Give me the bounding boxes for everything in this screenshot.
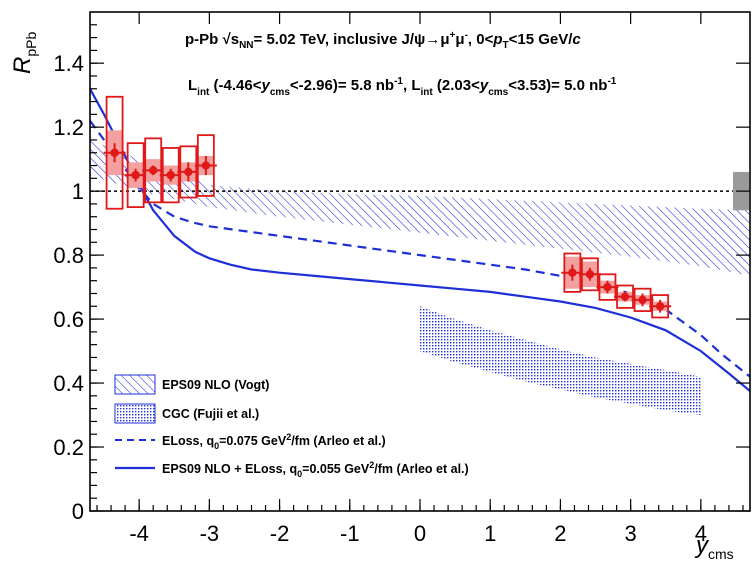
y-tick-label: 0.2 xyxy=(53,435,84,460)
curve-eps09-eloss xyxy=(90,88,750,392)
chart-header-line-1: p-Pb √sNN= 5.02 TeV, inclusive J/ψ→μ+μ-,… xyxy=(185,30,581,51)
data-point-marker xyxy=(638,295,647,305)
legend-swatch-dots xyxy=(114,403,156,424)
y-tick-label: 0.4 xyxy=(53,371,84,396)
y-tick-label: 0.6 xyxy=(53,307,84,332)
y-tick-label: 1.2 xyxy=(53,115,84,140)
legend-label: EPS09 NLO + ELoss, q0=0.055 GeV2/fm (Arl… xyxy=(162,460,469,479)
data-point-marker xyxy=(655,302,665,311)
y-axis-ticks: 0 0.2 0.4 0.6 0.8 1 1.2 1.4 xyxy=(53,24,750,524)
legend-label: EPS09 NLO (Vogt) xyxy=(162,378,269,392)
x-tick-label: 1 xyxy=(484,521,496,546)
legend-item-eps09-eloss: EPS09 NLO + ELoss, q0=0.055 GeV2/fm (Arl… xyxy=(115,460,469,479)
legend: EPS09 NLO (Vogt) CGC (Fujii et al.) ELos… xyxy=(114,374,469,479)
x-tick-label: 3 xyxy=(625,521,637,546)
legend-item-eloss: ELoss, q0=0.075 GeV2/fm (Arleo et al.) xyxy=(115,432,386,451)
model-bands xyxy=(90,139,750,415)
x-tick-label: -4 xyxy=(129,521,149,546)
data-point-marker xyxy=(110,148,119,157)
x-tick-label: -2 xyxy=(270,521,290,546)
x-tick-label: -1 xyxy=(340,521,360,546)
data-point-marker xyxy=(184,167,193,177)
x-axis-ticks: -4 -3 -2 -1 0 1 2 3 4 xyxy=(96,12,744,546)
x-tick-label: -3 xyxy=(200,521,220,546)
y-tick-label: 0.8 xyxy=(53,243,84,268)
band-eps09-nlo xyxy=(90,139,750,276)
y-tick-label: 1 xyxy=(72,179,84,204)
x-tick-label: 0 xyxy=(414,521,426,546)
data-point-marker xyxy=(166,170,175,180)
data-point-marker xyxy=(603,282,612,292)
legend-label: CGC (Fujii et al.) xyxy=(162,407,259,421)
data-point-marker xyxy=(620,292,630,301)
legend-swatch-hatch xyxy=(114,374,156,395)
y-axis-title: RpPb xyxy=(9,32,39,74)
data-points xyxy=(103,95,672,319)
data-point-marker xyxy=(585,270,595,279)
chart-header-line-2: Lint (-4.46<ycms<-2.96)= 5.8 nb-1, Lint … xyxy=(188,76,617,98)
legend-label: ELoss, q0=0.075 GeV2/fm (Arleo et al.) xyxy=(162,432,386,451)
x-axis-title: ycms xyxy=(694,532,734,562)
legend-item-cgc: CGC (Fujii et al.) xyxy=(114,403,259,424)
x-tick-label: 2 xyxy=(554,521,566,546)
data-point-marker xyxy=(201,161,211,170)
data-point-marker xyxy=(148,166,158,175)
legend-item-eps09: EPS09 NLO (Vogt) xyxy=(114,374,269,395)
band-cgc xyxy=(420,306,701,415)
data-point-marker xyxy=(568,268,577,277)
y-tick-label: 0 xyxy=(72,499,84,524)
y-tick-label: 1.4 xyxy=(53,51,84,76)
model-curves xyxy=(90,88,750,392)
data-point-marker xyxy=(131,170,140,180)
x-tick-label: 4 xyxy=(695,521,707,546)
